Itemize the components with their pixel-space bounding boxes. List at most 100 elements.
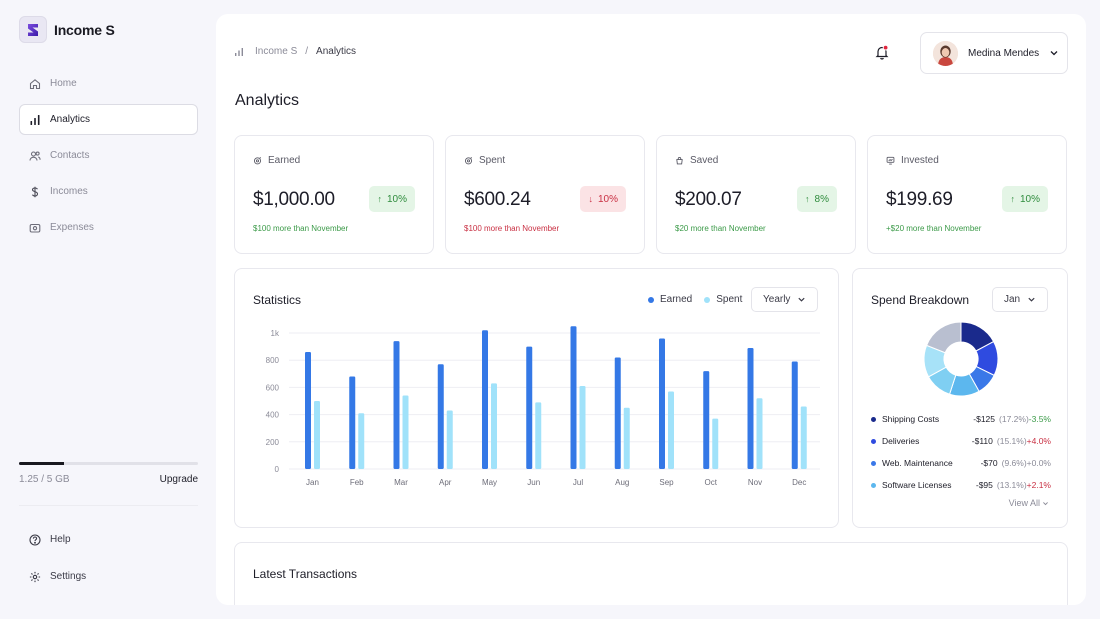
x-tick-label: Dec (792, 478, 806, 487)
view-all-label: View All (1008, 498, 1040, 508)
bar-spent-feb[interactable] (358, 413, 365, 469)
bag-icon (676, 157, 683, 165)
period-select[interactable]: Yearly (751, 287, 819, 312)
sidebar-item-analytics[interactable]: Analytics (19, 104, 198, 135)
statistics-card: Statistics Earned Spent Yearly 0 200 400 60… (234, 268, 839, 528)
sidebar-item-incomes[interactable]: Incomes (19, 176, 198, 207)
stat-label: Spent (479, 155, 506, 166)
bar-earned-feb[interactable] (349, 376, 356, 469)
spend-row[interactable]: Shipping Costs -$125 (17.2%) -3.5% (871, 408, 1051, 430)
spend-name: Software Licenses (882, 480, 952, 490)
month-select[interactable]: Jan (992, 287, 1049, 312)
sidebar-item-label: Settings (50, 571, 87, 582)
bar-spent-jan[interactable] (314, 401, 320, 469)
chart-legend: Earned Spent (648, 294, 754, 305)
bar-earned-mar[interactable] (393, 341, 400, 469)
bar-earned-may[interactable] (482, 330, 488, 469)
bar-earned-jan[interactable] (305, 352, 311, 469)
x-tick-label: Apr (439, 478, 452, 487)
user-menu[interactable]: Medina Mendes (920, 32, 1068, 74)
spend-delta: +4.0% (1026, 436, 1051, 446)
bar-earned-jun[interactable] (526, 346, 533, 469)
spend-amount: -$70 (980, 458, 998, 468)
dollar-icon (31, 186, 39, 197)
bar-spent-apr[interactable] (446, 410, 453, 469)
spend-delta: +2.1% (1026, 480, 1051, 490)
sidebar-item-expenses[interactable]: Expenses (19, 212, 198, 243)
x-tick-label: Sep (659, 478, 674, 487)
spend-name: Web. Maintenance (882, 458, 953, 468)
signal-icon (235, 47, 243, 56)
page-title: Analytics (235, 92, 300, 109)
bar-spent-sep[interactable] (668, 391, 674, 469)
stat-note: $100 more than November (253, 224, 349, 233)
stat-change-badge: ↑ 8% (797, 186, 837, 212)
bar-earned-nov[interactable] (747, 347, 754, 469)
spend-row[interactable]: Deliveries -$110 (15.1%) +4.0% (871, 430, 1051, 452)
spend-name: Shipping Costs (882, 414, 940, 424)
x-tick-label: Jun (527, 478, 540, 487)
bar-earned-dec[interactable] (791, 361, 798, 469)
spend-row[interactable]: Software Licenses -$95 (13.1%) +2.1% (871, 474, 1051, 496)
bar-spent-dec[interactable] (800, 406, 807, 469)
storage-used-label: 1.25 / 5 GB (19, 474, 70, 485)
bar-spent-aug[interactable] (623, 407, 630, 469)
sidebar-item-label: Expenses (50, 222, 94, 233)
main-panel: Income S / Analytics Medina Mendes Analy… (216, 14, 1086, 605)
stat-note: $100 more than November (464, 224, 560, 233)
breadcrumb-current: Analytics (316, 46, 357, 57)
bar-spent-jul[interactable] (579, 386, 586, 469)
y-tick-label: 1k (271, 329, 280, 338)
stat-note: $20 more than November (675, 224, 766, 233)
sidebar-item-contacts[interactable]: Contacts (19, 140, 198, 171)
view-all-link[interactable]: View All (1009, 498, 1049, 508)
sidebar-item-help[interactable]: Help (19, 524, 198, 555)
legend-item-spent[interactable]: Spent (704, 294, 742, 305)
spend-dot (871, 482, 876, 488)
avatar (933, 40, 958, 66)
x-tick-label: Aug (615, 478, 629, 487)
bar-earned-apr[interactable] (437, 364, 444, 469)
app-logo[interactable]: Income S (19, 16, 115, 43)
logo-mark-icon (19, 16, 47, 43)
spend-percent: (17.2%) (999, 414, 1029, 424)
breadcrumb-separator: / (305, 46, 309, 57)
users-icon (29, 150, 41, 161)
bell-icon[interactable] (874, 44, 890, 60)
bar-earned-sep[interactable] (659, 338, 665, 469)
stat-value: $199.69 (886, 189, 953, 210)
spend-row[interactable]: Web. Maintenance -$70 (9.6%) +0.0% (871, 452, 1051, 474)
y-tick-label: 0 (275, 465, 280, 474)
help-icon (29, 533, 41, 546)
stat-card-spent: Spent $600.24 ↓ 10% $100 more than Novem… (445, 135, 645, 254)
x-tick-label: May (482, 478, 497, 487)
spend-dot (871, 416, 876, 422)
arrow-up-icon: ↑ (1010, 194, 1015, 204)
donut-segment[interactable] (925, 321, 962, 354)
bar-spent-oct[interactable] (712, 418, 719, 469)
stat-change-value: 10% (597, 193, 618, 205)
month-select-value: Jan (1004, 294, 1021, 305)
bar-earned-jul[interactable] (570, 326, 577, 469)
bar-spent-may[interactable] (491, 383, 497, 469)
stat-change-value: 10% (386, 193, 407, 205)
storage-bar (19, 462, 198, 465)
bar-earned-aug[interactable] (614, 357, 621, 469)
breadcrumb: Income S / Analytics (234, 46, 356, 57)
chevron-down-icon (1028, 297, 1035, 302)
bar-earned-oct[interactable] (703, 371, 710, 469)
upgrade-link[interactable]: Upgrade (159, 474, 198, 485)
bar-spent-nov[interactable] (756, 398, 763, 469)
bar-spent-jun[interactable] (535, 402, 542, 469)
x-tick-label: Nov (748, 478, 762, 487)
breadcrumb-root[interactable]: Income S (255, 46, 298, 57)
sidebar-item-label: Incomes (50, 186, 88, 197)
bar-spent-mar[interactable] (402, 395, 409, 469)
stat-change-badge: ↑ 10% (369, 186, 415, 212)
sidebar-item-settings[interactable]: Settings (19, 561, 198, 592)
legend-item-earned[interactable]: Earned (648, 294, 692, 305)
spend-delta: -3.5% (1028, 414, 1051, 424)
chevron-down-icon (1050, 51, 1058, 56)
legend-dot (648, 296, 654, 303)
sidebar-item-home[interactable]: Home (19, 68, 198, 99)
